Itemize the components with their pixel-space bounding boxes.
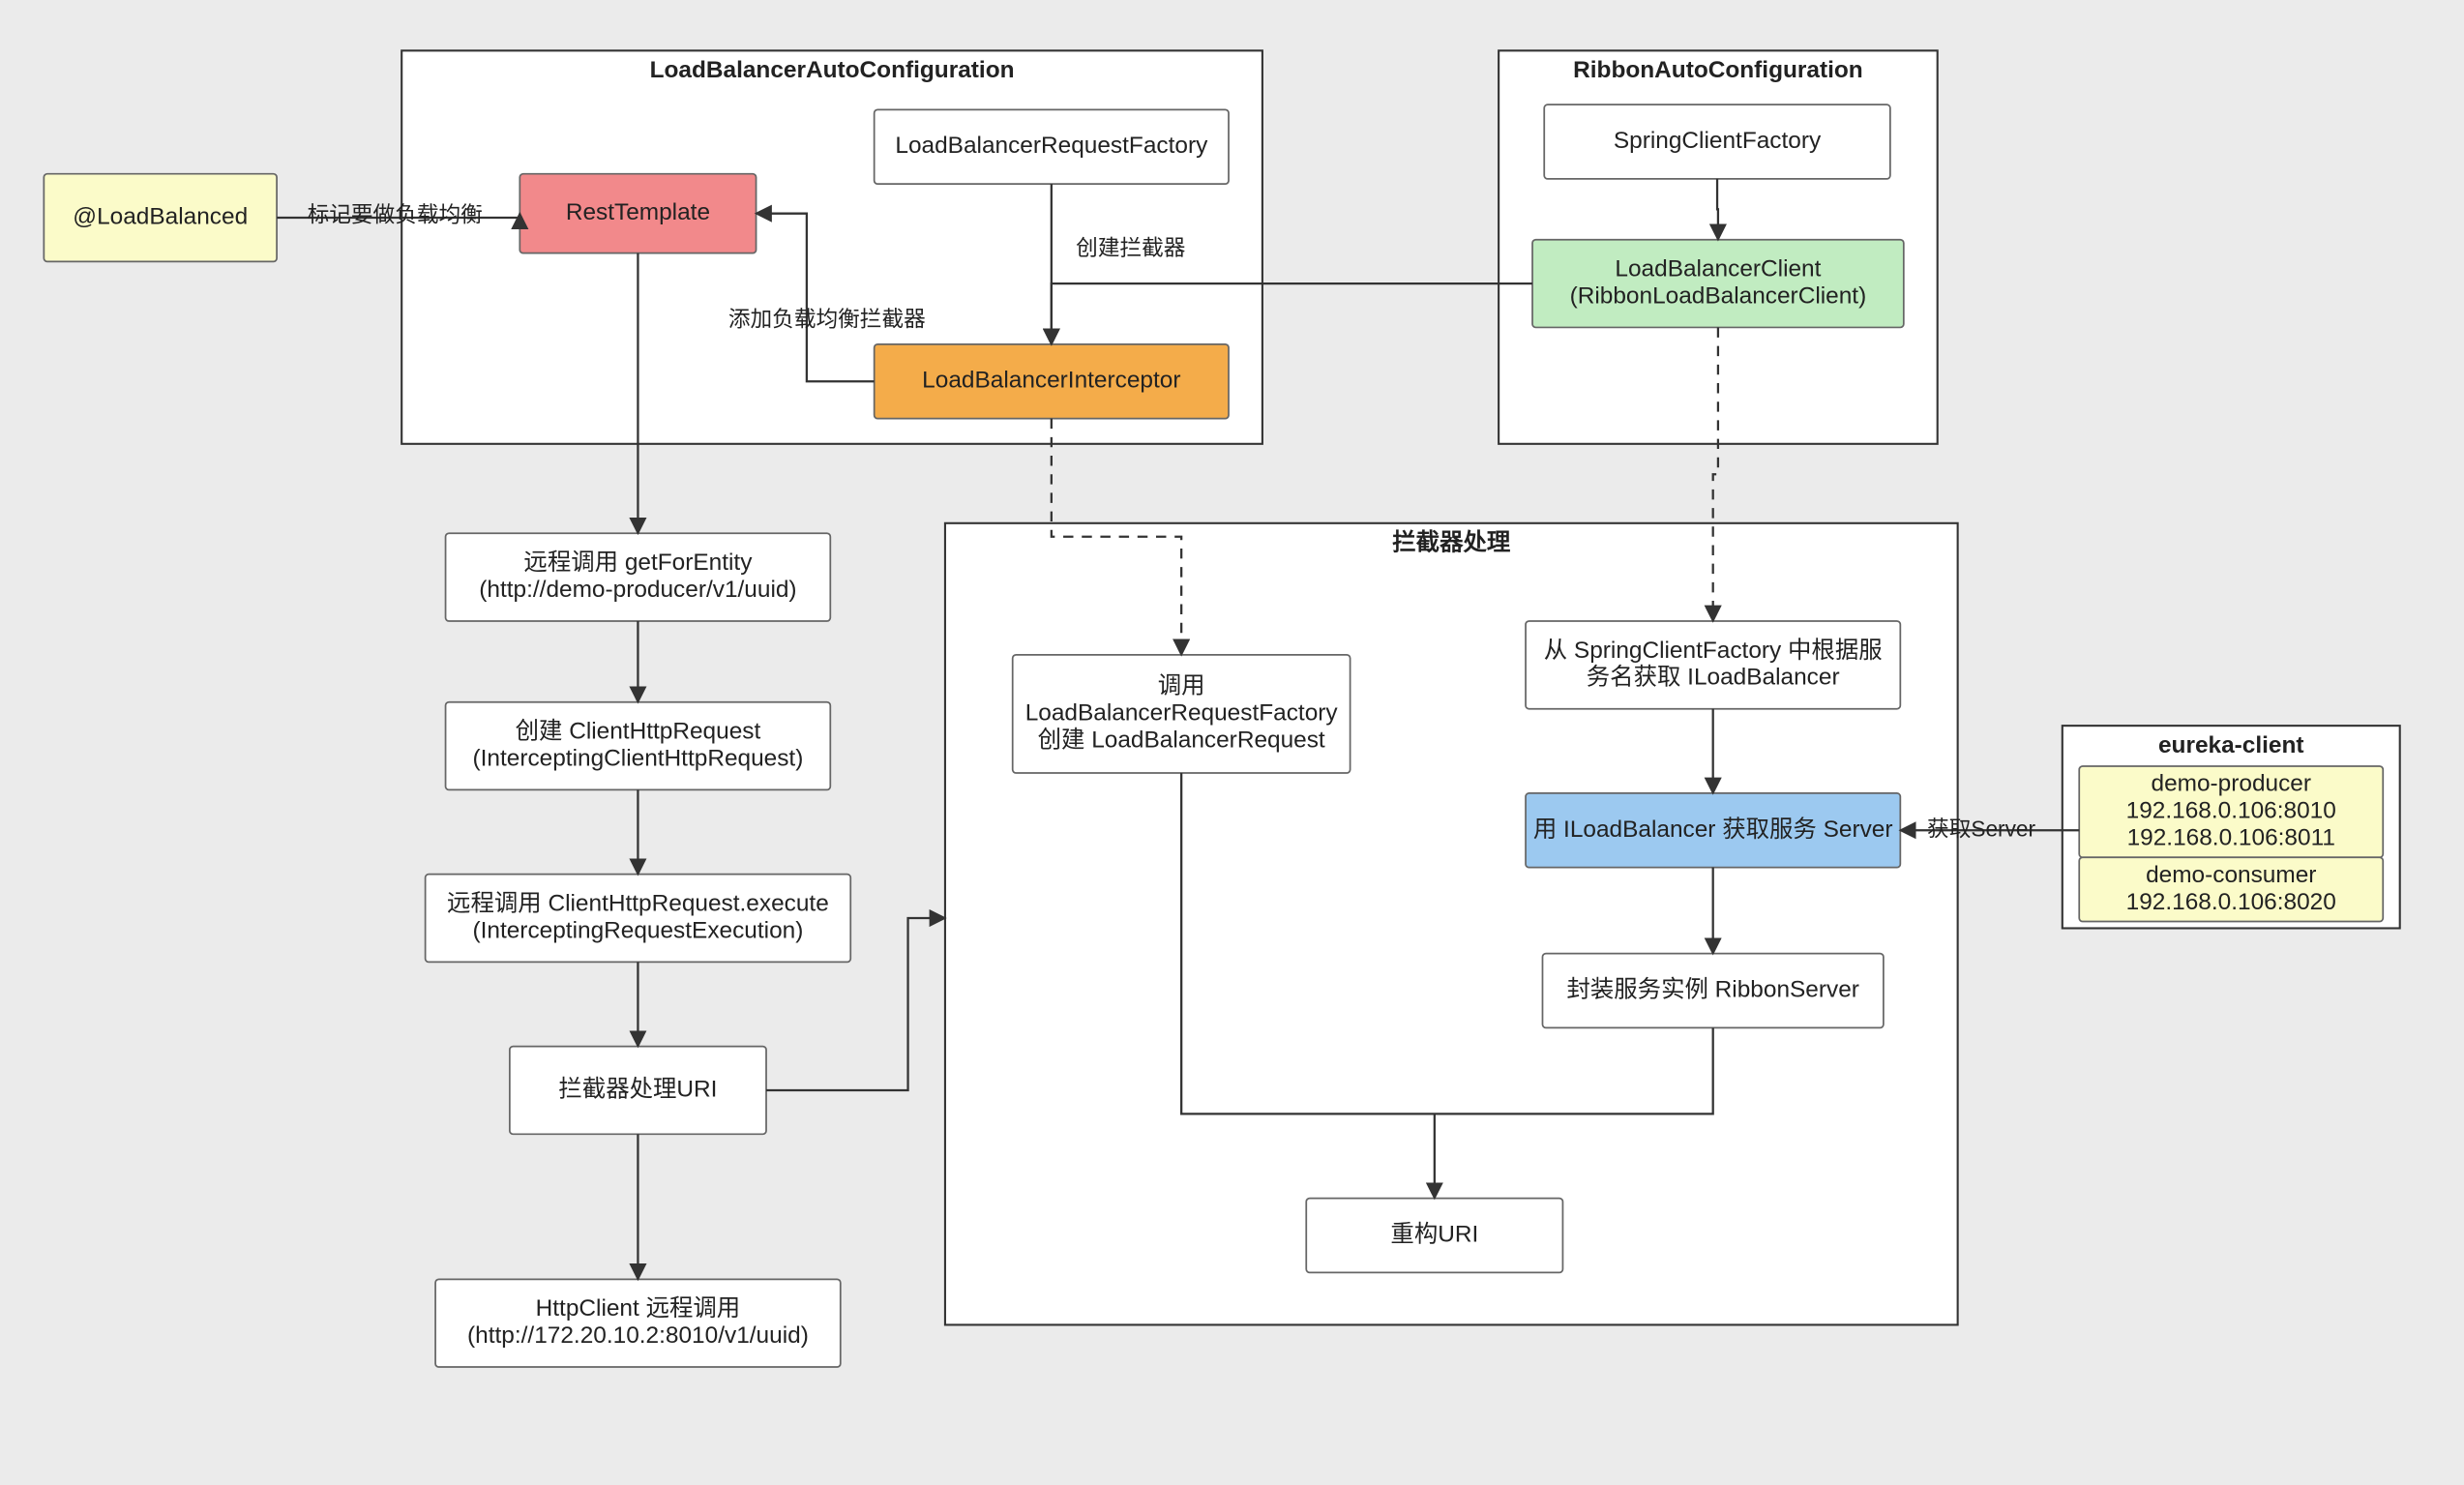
- node-text: 创建 ClientHttpRequest: [516, 719, 761, 745]
- node-text: 192.168.0.106:8010: [2126, 798, 2336, 824]
- node-text: (InterceptingClientHttpRequest): [473, 745, 804, 771]
- node-text: (http://demo-producer/v1/uuid): [479, 577, 796, 603]
- node-text: LoadBalancerInterceptor: [922, 368, 1180, 394]
- edge-label: 获取Server: [1927, 816, 2035, 841]
- node-text: 创建 LoadBalancerRequest: [1038, 727, 1325, 753]
- node-text: 从 SpringClientFactory 中根据服: [1544, 638, 1883, 664]
- edge-label: 标记要做负载均衡: [308, 201, 483, 226]
- node-text: 远程调用 ClientHttpRequest.execute: [447, 891, 829, 917]
- node-text: (InterceptingRequestExecution): [472, 917, 803, 943]
- node-text: 远程调用 getForEntity: [523, 549, 753, 576]
- container-title: LoadBalancerAutoConfiguration: [650, 57, 1015, 83]
- container-title: eureka-client: [2158, 732, 2304, 758]
- node-text: 调用: [1158, 672, 1205, 698]
- node-text: 192.168.0.106:8011: [2127, 824, 2335, 850]
- edge-label: 添加负载均衡拦截器: [728, 306, 926, 331]
- node-text: LoadBalancerRequestFactory: [895, 133, 1208, 159]
- node-text: LoadBalancerRequestFactory: [1025, 699, 1339, 726]
- node-text: 用 ILoadBalancer 获取服务 Server: [1533, 817, 1893, 843]
- node-text: HttpClient 远程调用: [536, 1295, 741, 1322]
- node-text: 封装服务实例 RibbonServer: [1566, 976, 1858, 1002]
- node-text: @LoadBalanced: [73, 203, 248, 229]
- node-text: 192.168.0.106:8020: [2126, 889, 2336, 915]
- node-text: LoadBalancerClient: [1615, 256, 1821, 282]
- node-text: (RibbonLoadBalancerClient): [1570, 282, 1867, 309]
- container-title: 拦截器处理: [1392, 529, 1511, 556]
- node-text: demo-producer: [2151, 771, 2311, 797]
- node-text: 拦截器处理URI: [558, 1076, 717, 1102]
- edge-label: 创建拦截器: [1076, 235, 1186, 260]
- node-text: SpringClientFactory: [1614, 128, 1822, 154]
- container-title: RibbonAutoConfiguration: [1573, 57, 1863, 83]
- node-text: demo-consumer: [2146, 862, 2316, 888]
- edge: [1717, 179, 1718, 240]
- node-text: (http://172.20.10.2:8010/v1/uuid): [467, 1322, 809, 1349]
- node-text: 重构URI: [1390, 1221, 1478, 1247]
- node-text: 务名获取 ILoadBalancer: [1587, 665, 1840, 691]
- node-text: RestTemplate: [566, 199, 710, 225]
